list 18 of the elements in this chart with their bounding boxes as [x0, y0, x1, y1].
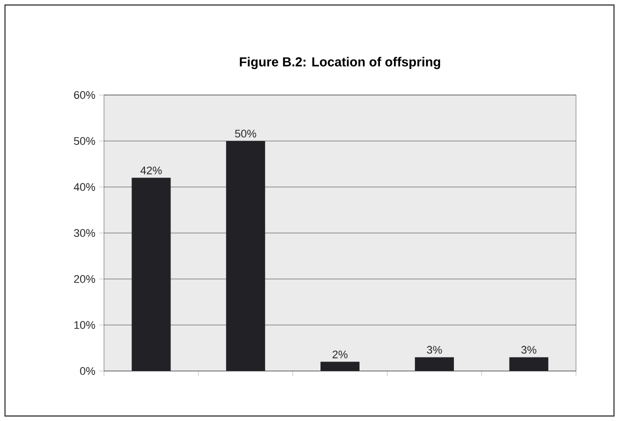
data-label: 3% [426, 346, 442, 354]
data-label: 42% [140, 166, 162, 174]
y-tick-label: 30% [74, 229, 96, 237]
bar [226, 141, 266, 371]
data-label: 2% [332, 350, 348, 358]
bar [320, 362, 360, 371]
bar [414, 357, 454, 371]
y-tick-label: 60% [74, 91, 96, 99]
y-tick-label: 40% [74, 183, 96, 191]
data-label: 50% [235, 130, 256, 138]
data-label: 3% [521, 346, 536, 354]
bar [132, 178, 171, 371]
bar [509, 357, 548, 371]
y-tick-label: 20% [74, 275, 96, 283]
y-tick-label: 10% [74, 321, 96, 329]
y-tick-label: 50% [74, 137, 96, 145]
y-tick-label: 0% [80, 367, 96, 375]
chart-title: Figure B.2: Location of offspring [240, 56, 440, 70]
